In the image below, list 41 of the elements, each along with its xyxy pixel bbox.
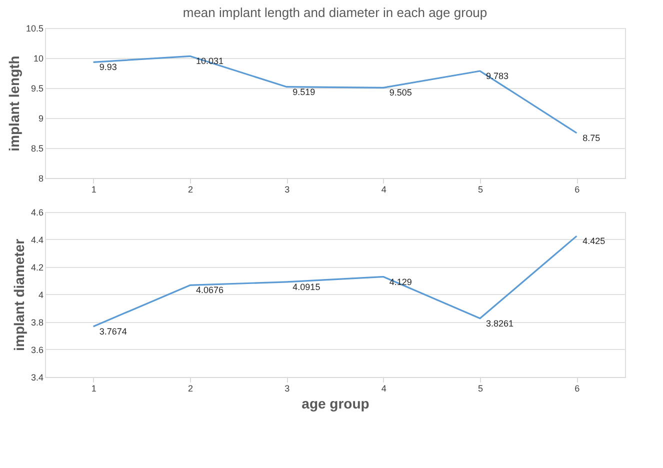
- line-series: [92, 55, 578, 134]
- data-label: 4.0676: [196, 285, 224, 296]
- y-tick-label: 8.5: [30, 144, 44, 154]
- y-tick-label: 4.4: [30, 235, 44, 245]
- data-label: 3.7674: [99, 326, 127, 336]
- data-label: 8.75: [582, 133, 600, 143]
- line-series: [92, 235, 578, 328]
- y-tick-label: 3.4: [30, 372, 44, 382]
- x-tick-label: 1: [91, 384, 96, 394]
- data-label: 4.425: [582, 236, 606, 246]
- x-tick-label: 2: [188, 184, 194, 194]
- chart-title: mean implant length and diameter in each age group: [182, 5, 488, 20]
- x-tick-label: 6: [574, 184, 580, 194]
- y-tick-label: 10: [33, 54, 44, 64]
- x-tick-label: 2: [188, 384, 194, 394]
- x-tick-label: 4: [381, 384, 386, 394]
- x-tick-label: 6: [574, 384, 580, 394]
- data-label: 9.519: [292, 86, 316, 97]
- x-tick-label: 1: [91, 184, 96, 194]
- x-tick-label: 3: [284, 384, 290, 394]
- y-tick-label: 4.6: [30, 208, 44, 218]
- data-label: 4.0915: [292, 282, 320, 292]
- x-tick-label: 4: [381, 184, 386, 194]
- data-label: 3.8261: [486, 318, 514, 328]
- y-tick-label: 4.2: [30, 262, 44, 272]
- y-tick-label: 10.5: [26, 24, 44, 34]
- data-label: 9.505: [389, 88, 412, 98]
- data-label: 9.783: [486, 71, 509, 82]
- x-tick-label: 5: [478, 384, 484, 394]
- x-axis-title: age group: [302, 396, 370, 412]
- y-tick-label: 4: [38, 290, 44, 300]
- data-label: 9.93: [99, 62, 117, 72]
- y-tick-label: 9.5: [30, 84, 44, 94]
- y-tick-label: 3.6: [30, 345, 44, 355]
- y-axis-title: implant diameter: [10, 238, 27, 352]
- x-tick-label: 5: [478, 184, 484, 194]
- y-axis-title: implant length: [6, 56, 22, 152]
- x-tick-label: 3: [284, 184, 290, 194]
- y-tick-label: 3.8: [30, 318, 44, 328]
- y-tick-label: 8: [38, 174, 44, 184]
- y-tick-label: 9: [38, 114, 44, 124]
